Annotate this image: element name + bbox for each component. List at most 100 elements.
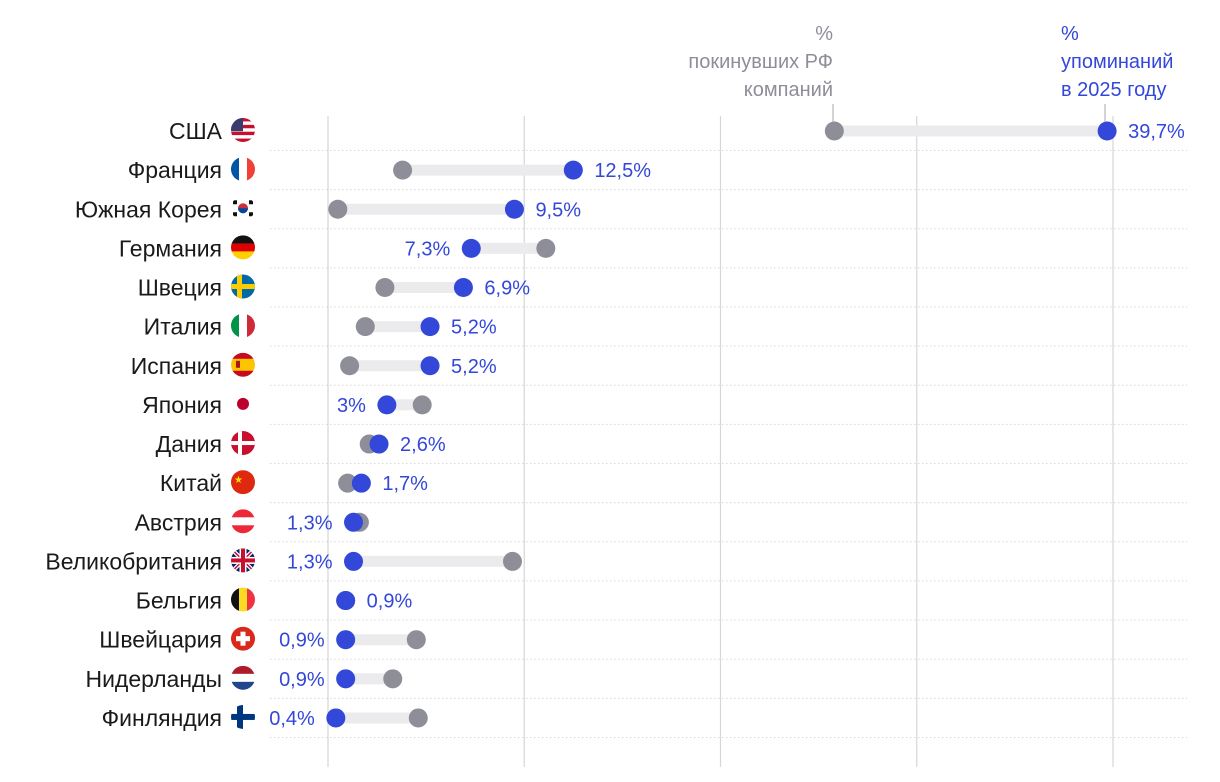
value-label: 7,3%: [405, 238, 451, 260]
chart-row: Франция 12,5%: [128, 157, 1187, 191]
chart-row: Швеция 6,9%: [138, 274, 1187, 308]
value-label: 0,9%: [279, 630, 325, 652]
country-label: Австрия: [135, 509, 222, 535]
japan-flag-icon: [231, 391, 255, 416]
left-share-point: [355, 317, 375, 337]
sweden-flag-icon: [231, 274, 255, 299]
chart-row: Великобритания 1,3%: [45, 548, 1187, 582]
netherlands-flag-icon: [231, 665, 255, 690]
country-label: Германия: [119, 235, 222, 261]
mentions-point: [344, 551, 364, 571]
belgium-flag-icon: [231, 587, 255, 612]
mentions-point: [420, 317, 440, 337]
mentions-point: [326, 708, 346, 728]
value-label: 0,9%: [367, 591, 413, 613]
country-label: США: [169, 118, 223, 144]
mentions-point: [420, 356, 440, 376]
chart-row: Швейцария 0,9%: [99, 626, 1187, 660]
country-label: Бельгия: [136, 588, 222, 614]
gridlines: [327, 116, 1114, 767]
switzerland-flag-icon: [231, 626, 255, 651]
legend-right-line-3: в 2025 году: [1061, 79, 1166, 101]
mentions-point: [369, 434, 389, 454]
legend-right: % упоминаний в 2025 году: [1061, 23, 1173, 122]
france-flag-icon: [231, 157, 255, 182]
value-label: 0,4%: [269, 708, 315, 730]
country-label: Нидерланды: [85, 666, 222, 692]
value-label: 9,5%: [535, 199, 581, 221]
value-label: 12,5%: [594, 160, 651, 182]
country-label: Великобритания: [45, 548, 222, 574]
left-share-point: [328, 199, 348, 219]
legend-right-line-2: упоминаний: [1061, 51, 1173, 73]
country-label: Испания: [131, 353, 222, 379]
value-label: 3%: [337, 395, 366, 417]
left-share-point: [408, 708, 428, 728]
left-share-point: [383, 669, 403, 689]
left-share-point: [338, 473, 358, 493]
value-label: 5,2%: [451, 356, 497, 378]
value-label: 39,7%: [1128, 121, 1185, 143]
denmark-flag-icon: [231, 431, 255, 456]
china-flag-icon: ★: [231, 470, 255, 495]
legend-left-line-1: %: [815, 23, 833, 45]
value-label: 0,9%: [279, 669, 325, 691]
left-share-point: [502, 551, 522, 571]
value-label: 2,6%: [400, 434, 446, 456]
germany-flag-icon: [231, 235, 255, 260]
country-label: Италия: [144, 314, 222, 340]
mentions-point: [336, 669, 356, 689]
mentions-point: [504, 199, 524, 219]
country-label: Швейцария: [99, 627, 222, 653]
chart-row: Испания 5,2%: [131, 352, 1187, 386]
value-label: 6,9%: [484, 278, 530, 300]
country-label: Япония: [142, 392, 222, 418]
legend-left: % покинувших РФ компаний: [688, 23, 834, 122]
uk-flag-icon: [231, 548, 255, 573]
chart-row: Финляндия 0,4%: [102, 704, 1187, 738]
chart-row: Китай ★ 1,7%: [160, 470, 1187, 504]
left-share-point: [340, 356, 360, 376]
spain-flag-icon: [231, 352, 255, 377]
mentions-point: [344, 512, 364, 532]
chart-row: Южная Корея 9,5%: [75, 196, 1187, 230]
mentions-point: [336, 591, 356, 611]
chart-row: Япония 3%: [142, 391, 1187, 425]
mentions-point: [1097, 121, 1117, 141]
south-korea-flag-icon: [231, 196, 255, 221]
chart-row: Дания 2,6%: [156, 431, 1187, 465]
legend-left-line-2: покинувших РФ: [688, 51, 833, 73]
value-label: 1,3%: [287, 551, 333, 573]
left-share-point: [412, 395, 432, 415]
mentions-point: [351, 473, 371, 493]
mentions-point: [336, 630, 356, 650]
left-share-point: [393, 160, 413, 180]
value-label: 1,3%: [287, 512, 333, 534]
chart-row: Бельгия 0,9%: [136, 587, 1187, 621]
chart-row: Германия 7,3%: [119, 235, 1187, 269]
left-share-point: [536, 238, 556, 258]
svg-text:★: ★: [234, 475, 243, 486]
chart-row: Австрия 1,3%: [135, 509, 1187, 543]
value-label: 1,7%: [382, 473, 428, 495]
austria-flag-icon: [231, 509, 255, 534]
country-label: Франция: [128, 157, 222, 183]
mentions-point: [377, 395, 397, 415]
legend-left-line-3: компаний: [744, 79, 833, 101]
left-share-point: [406, 630, 426, 650]
country-label: Южная Корея: [75, 196, 222, 222]
country-label: Дания: [156, 431, 222, 457]
left-share-point: [375, 278, 395, 298]
mentions-point: [563, 160, 583, 180]
value-label: 5,2%: [451, 317, 497, 339]
chart-row: США 39,7%: [169, 118, 1187, 151]
legend-right-line-1: %: [1061, 23, 1079, 45]
rows: США 39,7% Франция 12,5% Южная Корея 9,5% Герма…: [45, 118, 1187, 738]
mentions-point: [453, 278, 473, 298]
country-label: Китай: [160, 470, 222, 496]
us-flag-icon: [231, 118, 255, 142]
chart-row: Нидерланды 0,9%: [85, 665, 1187, 699]
finland-flag-icon: [231, 704, 255, 729]
italy-flag-icon: [231, 313, 255, 338]
